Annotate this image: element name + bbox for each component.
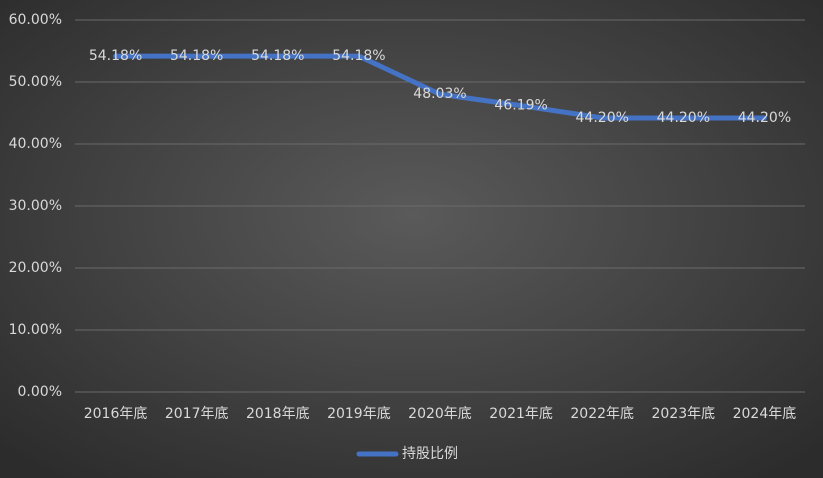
data-label: 46.19% bbox=[494, 98, 547, 114]
y-tick-label: 20.00% bbox=[9, 260, 62, 276]
data-label: 54.18% bbox=[332, 48, 385, 64]
y-tick-label: 10.00% bbox=[9, 322, 62, 338]
x-tick-label: 2020年底 bbox=[408, 406, 472, 422]
x-tick-label: 2024年底 bbox=[733, 406, 797, 422]
data-label: 44.20% bbox=[738, 110, 791, 126]
legend-label: 持股比例 bbox=[402, 446, 458, 462]
x-tick-label: 2017年底 bbox=[165, 406, 229, 422]
data-label: 48.03% bbox=[413, 86, 466, 102]
y-tick-label: 40.00% bbox=[9, 136, 62, 152]
data-label: 54.18% bbox=[251, 48, 304, 64]
x-tick-label: 2023年底 bbox=[652, 406, 716, 422]
data-label: 44.20% bbox=[657, 110, 710, 126]
x-tick-label: 2019年底 bbox=[327, 406, 391, 422]
x-tick-label: 2016年底 bbox=[84, 406, 148, 422]
data-label: 44.20% bbox=[576, 110, 629, 126]
x-tick-label: 2022年底 bbox=[570, 406, 634, 422]
data-label: 54.18% bbox=[89, 48, 142, 64]
data-line bbox=[113, 53, 767, 121]
x-tick-label: 2021年底 bbox=[489, 406, 553, 422]
x-tick-label: 2018年底 bbox=[246, 406, 310, 422]
y-tick-label: 0.00% bbox=[18, 384, 62, 400]
y-tick-label: 30.00% bbox=[9, 198, 62, 214]
data-label: 54.18% bbox=[170, 48, 223, 64]
y-tick-label: 50.00% bbox=[9, 74, 62, 90]
y-tick-label: 60.00% bbox=[9, 12, 62, 28]
